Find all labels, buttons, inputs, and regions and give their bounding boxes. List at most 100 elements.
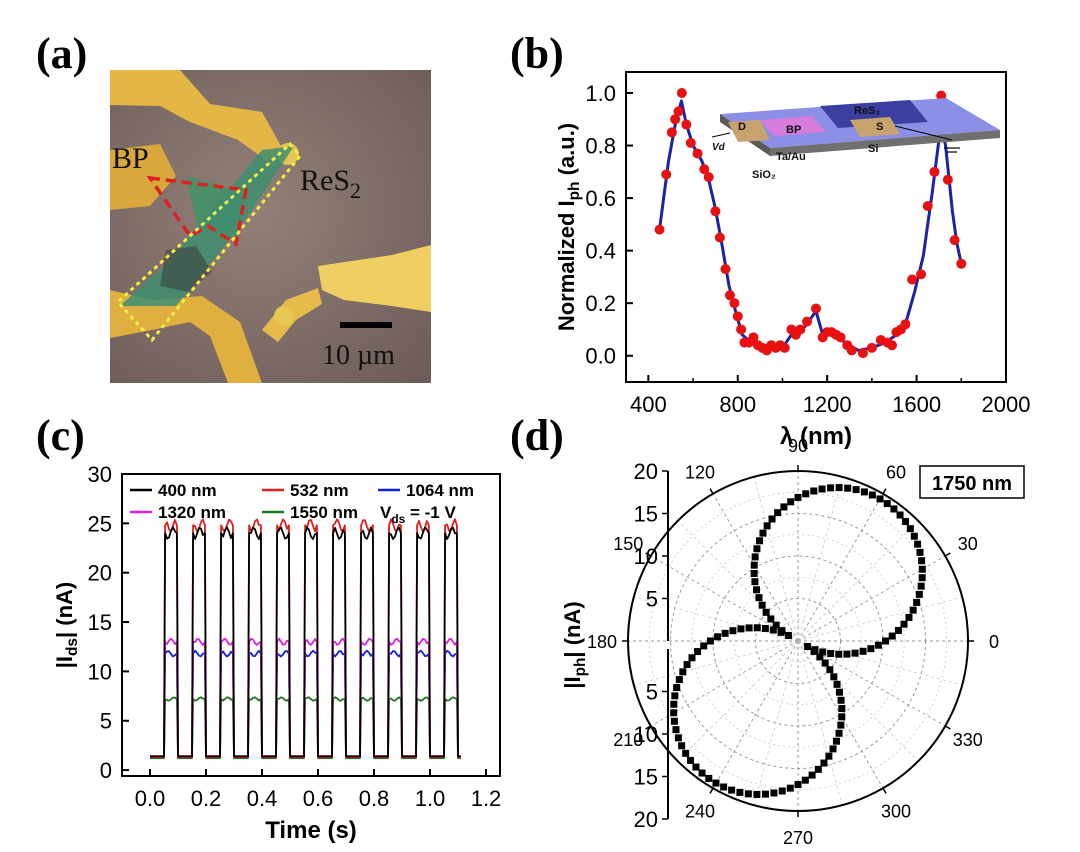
polar-point-4 — [905, 613, 913, 621]
polar-point-86 — [761, 790, 769, 798]
polar-point-103 — [835, 688, 843, 696]
data-point-b-4 — [673, 106, 684, 117]
plot-frame-c — [121, 473, 501, 777]
electrode-bottom-left — [110, 290, 262, 383]
polar-point-25 — [835, 484, 843, 492]
y-axis-title-b: Normalized Iph (a.u.) — [554, 123, 583, 331]
polar-point-77 — [692, 763, 700, 771]
data-point-b-32 — [811, 303, 821, 314]
y-tick-label-c-5: 25 — [88, 511, 112, 536]
polar-point-67 — [673, 684, 681, 692]
angle-tick-11 — [944, 725, 951, 730]
polar-point-44 — [755, 594, 763, 602]
polar-point-40 — [750, 561, 758, 569]
polar-minor-ring-1 — [733, 576, 863, 706]
x-tick-label-b-4: 2000 — [982, 392, 1031, 417]
polar-point-118 — [867, 645, 875, 653]
y-tick-label-b-4: 0.8 — [585, 134, 616, 159]
scale-bar — [340, 322, 392, 328]
polar-point-119 — [874, 641, 882, 649]
y-tick-label-b-3: 0.6 — [585, 186, 616, 211]
inset-bp-layer — [760, 116, 826, 136]
panel-letter-c: (c) — [36, 411, 85, 460]
angle-tick-10 — [882, 787, 887, 794]
annotation-vds-tail: = -1 V — [405, 503, 456, 522]
polar-point-71 — [670, 717, 678, 725]
polar-point-19 — [883, 500, 891, 508]
x-tick-label-c-2: 0.4 — [247, 786, 278, 811]
polar-point-6 — [913, 598, 921, 606]
polar-point-92 — [808, 771, 816, 779]
polar-point-110 — [804, 643, 812, 651]
chart-d: 0 30 60 90 120 150 180 210 240 270 300 330 5 5 10 10 15 1… — [560, 436, 1025, 848]
polar-point-101 — [838, 705, 846, 713]
label-res2-sub: 2 — [350, 178, 361, 203]
polar-point-3 — [900, 620, 908, 628]
polar-point-63 — [688, 654, 696, 662]
panel-letter-a: (a) — [36, 29, 88, 78]
data-point-b-41 — [866, 342, 877, 353]
polar-point-2 — [894, 626, 902, 634]
y-tick-label-c-4: 20 — [88, 561, 112, 586]
polar-point-47 — [767, 615, 775, 623]
polar-spoke-30 — [797, 555, 946, 642]
polar-point-13 — [914, 540, 922, 548]
y-tick-label-c-2: 10 — [88, 659, 112, 684]
polar-point-102 — [837, 696, 845, 704]
x-tick-label-c-0: 0.0 — [135, 786, 166, 811]
polar-spoke-150 — [650, 555, 799, 642]
polar-point-56 — [737, 625, 745, 633]
angle-label-30: 30 — [958, 534, 978, 554]
x-tick-label-c-6: 1.2 — [471, 786, 502, 811]
polar-point-115 — [843, 650, 851, 658]
polar-spoke-135 — [677, 520, 799, 642]
y-tick-label-b-2: 0.4 — [585, 239, 616, 264]
inset-label-vd: Vd — [712, 142, 726, 153]
annotation-vds: Vds = -1 V — [380, 503, 456, 526]
polar-point-30 — [794, 493, 802, 501]
polar-point-23 — [852, 486, 860, 494]
polar-point-105 — [830, 673, 838, 681]
label-res2: ReS2 — [300, 164, 361, 203]
y-tick-label-c-3: 15 — [88, 610, 112, 635]
inset-label-s: S — [876, 121, 883, 133]
annotation-vds-main: V — [380, 503, 392, 522]
y-axis-title-b-tail: (a.u.) — [554, 123, 579, 182]
polar-point-81 — [720, 783, 728, 791]
angle-label-210: 210 — [613, 730, 643, 750]
y-axis-title-b-sub: ph — [566, 182, 583, 201]
polar-point-48 — [772, 621, 780, 629]
polar-spoke-210 — [650, 640, 799, 727]
polar-point-0 — [882, 637, 890, 645]
polar-point-111 — [811, 646, 819, 654]
polar-point-45 — [758, 601, 766, 609]
polar-point-43 — [753, 586, 761, 594]
polar-point-12 — [916, 548, 924, 556]
polar-spoke-255 — [753, 640, 799, 806]
data-point-b-49 — [916, 269, 927, 280]
polar-point-50 — [784, 631, 792, 639]
data-point-b-30 — [795, 324, 806, 335]
polar-point-24 — [844, 484, 852, 492]
inset-electrode-d — [728, 120, 770, 142]
data-point-b-27 — [779, 342, 790, 353]
polar-point-82 — [728, 786, 736, 794]
polar-point-108 — [816, 653, 824, 661]
polar-spoke-285 — [797, 640, 843, 806]
data-point-b-11 — [710, 206, 721, 217]
polar-spoke-60 — [797, 493, 884, 642]
y-tick-label-c-0: 0 — [100, 758, 112, 783]
polar-point-52 — [769, 626, 777, 634]
polar-point-75 — [682, 749, 690, 757]
plot-frame-b — [625, 71, 1007, 383]
y-axis-title-c: |Ids| (nA) — [52, 582, 81, 669]
data-point-b-3 — [670, 114, 681, 125]
polar-point-65 — [679, 668, 687, 676]
data-point-b-51 — [929, 166, 940, 177]
polar-point-94 — [820, 759, 828, 767]
polar-point-72 — [672, 726, 680, 734]
x-tick-label-b-1: 800 — [719, 392, 756, 417]
polar-point-35 — [763, 522, 771, 530]
data-point-b-12 — [714, 232, 725, 243]
